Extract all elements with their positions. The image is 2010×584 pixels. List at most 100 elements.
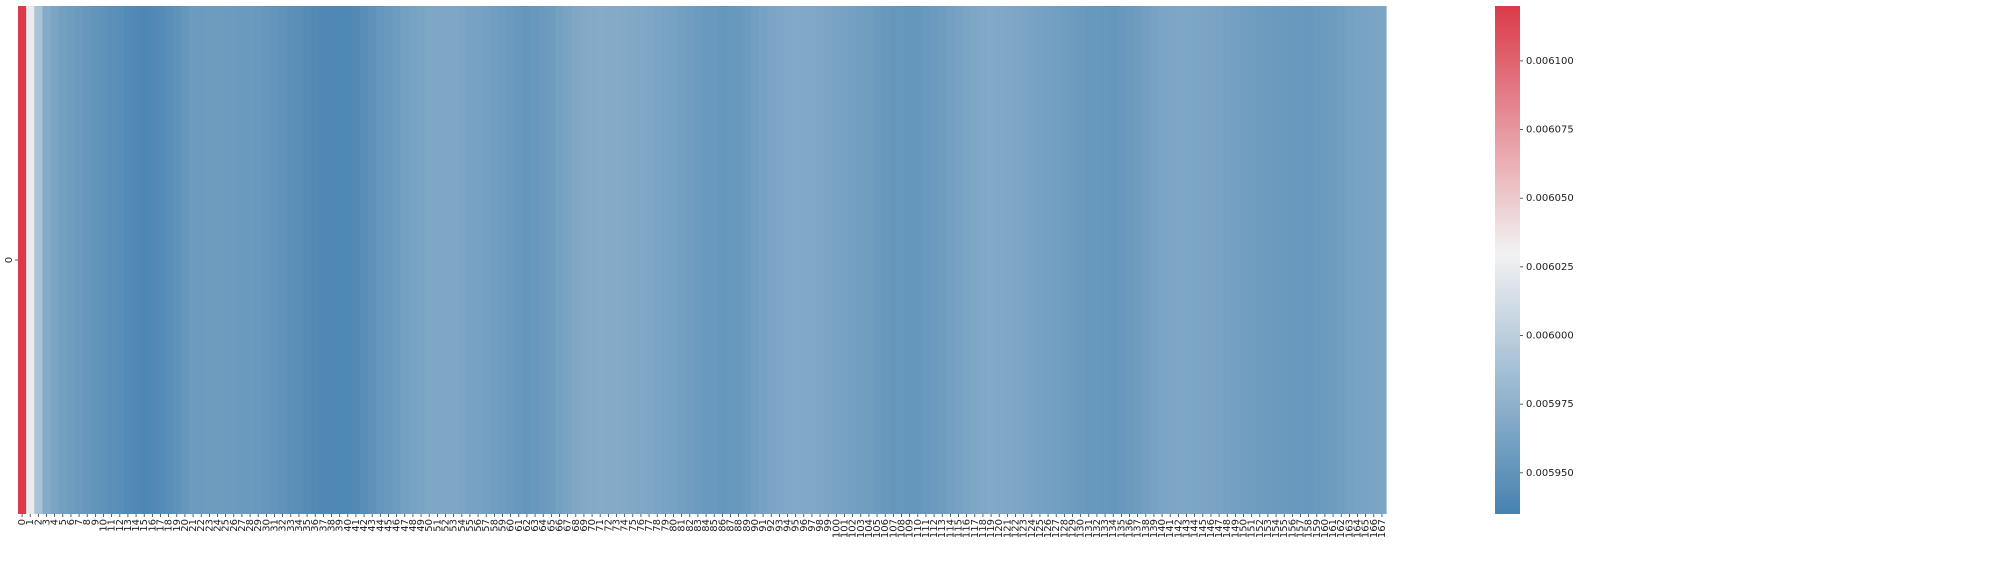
- heatmap-cell: [368, 6, 377, 514]
- x-tick-label: 147: [1214, 519, 1225, 538]
- heatmap-cell: [1320, 6, 1330, 514]
- heatmap-cell: [1312, 6, 1322, 514]
- heatmap-cell: [123, 6, 133, 514]
- x-tick-label: 19: [172, 519, 183, 532]
- x-tick-label: 115: [954, 519, 965, 538]
- heatmap-cell: [930, 6, 939, 514]
- heatmap-cell: [83, 6, 92, 514]
- heatmap-cell: [1035, 6, 1045, 514]
- heatmap-cell: [1158, 6, 1167, 514]
- x-tick-label: 30: [261, 519, 272, 532]
- x-tick-label: 89: [742, 519, 753, 532]
- heatmap-cell: [392, 6, 402, 514]
- x-tick-label: 130: [1076, 519, 1087, 538]
- heatmap-cell: [1361, 6, 1371, 514]
- heatmap-cell: [555, 6, 565, 514]
- x-tick-label: 84: [701, 519, 712, 532]
- heatmap-cell: [767, 6, 776, 514]
- x-tick-label: 165: [1361, 519, 1372, 538]
- heatmap-cell: [482, 6, 491, 514]
- x-tick-label: 159: [1312, 519, 1323, 538]
- x-tick-label: 92: [766, 519, 777, 532]
- heatmap-cell: [1206, 6, 1216, 514]
- heatmap-cell: [791, 6, 801, 514]
- x-tick-label: 120: [994, 519, 1005, 538]
- heatmap-cell: [718, 6, 728, 514]
- x-tick-label: 75: [628, 519, 639, 532]
- heatmap-cell: [873, 6, 882, 514]
- x-tick-label: 73: [612, 519, 623, 532]
- heatmap-cell: [335, 6, 345, 514]
- heatmap-cell: [1223, 6, 1232, 514]
- y-axis-ticks: 0: [4, 257, 18, 263]
- heatmap-cell: [1052, 6, 1061, 514]
- heatmap-cell: [1092, 6, 1102, 514]
- x-tick-label: 53: [449, 519, 460, 532]
- heatmap-cell: [351, 6, 361, 514]
- x-tick-label: 116: [962, 519, 973, 538]
- x-tick-label: 161: [1328, 519, 1339, 538]
- heatmap-cell: [1068, 6, 1078, 514]
- heatmap-cell: [531, 6, 540, 514]
- x-tick-label: 140: [1157, 519, 1168, 538]
- heatmap-cell: [294, 6, 304, 514]
- heatmap-cell: [864, 6, 874, 514]
- x-tick-label: 71: [595, 519, 606, 532]
- heatmap-cell: [750, 6, 760, 514]
- heatmap-cell: [571, 6, 581, 514]
- x-tick-label: 83: [693, 519, 704, 532]
- x-tick-label: 143: [1182, 519, 1193, 538]
- x-tick-label: 104: [864, 519, 875, 538]
- x-tick-label: 87: [726, 519, 737, 532]
- x-tick-label: 39: [335, 519, 346, 532]
- heatmap-cell: [1304, 6, 1314, 514]
- x-tick-label: 138: [1141, 519, 1152, 538]
- x-tick-label: 22: [196, 519, 207, 532]
- x-tick-label: 36: [310, 519, 321, 532]
- heatmap-cell: [115, 6, 125, 514]
- heatmap-cell: [628, 6, 638, 514]
- heatmap-cell: [1166, 6, 1175, 514]
- heatmap-cell: [889, 6, 899, 514]
- x-tick-label: 118: [978, 519, 989, 538]
- heatmap-cell: [498, 6, 508, 514]
- heatmap-cell: [148, 6, 158, 514]
- colorbar-tick-label: 0.006075: [1526, 125, 1574, 136]
- x-tick-label: 109: [905, 519, 916, 538]
- heatmap-cell: [1377, 6, 1387, 514]
- x-tick-label: 108: [897, 519, 908, 538]
- heatmap-cell: [832, 6, 842, 514]
- heatmap-cell: [677, 6, 687, 514]
- x-tick-label: 28: [245, 519, 256, 532]
- heatmap-cell: [254, 6, 263, 514]
- x-tick-label: 68: [571, 519, 582, 532]
- heatmap-cell: [99, 6, 109, 514]
- x-tick-label: 62: [522, 519, 533, 532]
- x-tick-label: 110: [913, 519, 924, 538]
- heatmap-cell: [376, 6, 386, 514]
- x-tick-label: 137: [1133, 519, 1144, 538]
- x-tick-label: 64: [538, 519, 549, 532]
- x-tick-label: 94: [783, 519, 794, 532]
- x-tick-label: 158: [1304, 519, 1315, 538]
- heatmap-cell: [433, 6, 443, 514]
- x-tick-label: 119: [986, 519, 997, 538]
- x-tick-label: 90: [750, 519, 761, 532]
- heatmap-cell: [710, 6, 719, 514]
- x-tick-label: 65: [546, 519, 557, 532]
- heatmap-cell: [522, 6, 532, 514]
- x-tick-label: 67: [563, 519, 574, 532]
- x-tick-label: 52: [441, 519, 452, 532]
- x-tick-label: 152: [1255, 519, 1266, 538]
- x-tick-label: 51: [432, 519, 443, 532]
- colorbar-tick-label: 0.006100: [1526, 56, 1574, 67]
- x-tick-label: 23: [204, 519, 215, 532]
- heatmap-cell: [775, 6, 785, 514]
- x-tick-label: 100: [831, 519, 842, 538]
- heatmap-cell: [856, 6, 866, 514]
- heatmap-cell: [661, 6, 671, 514]
- x-tick-label: 29: [253, 519, 264, 532]
- heatmap-cell: [1329, 6, 1338, 514]
- x-tick-label: 40: [343, 519, 354, 532]
- heatmap-cell: [1133, 6, 1143, 514]
